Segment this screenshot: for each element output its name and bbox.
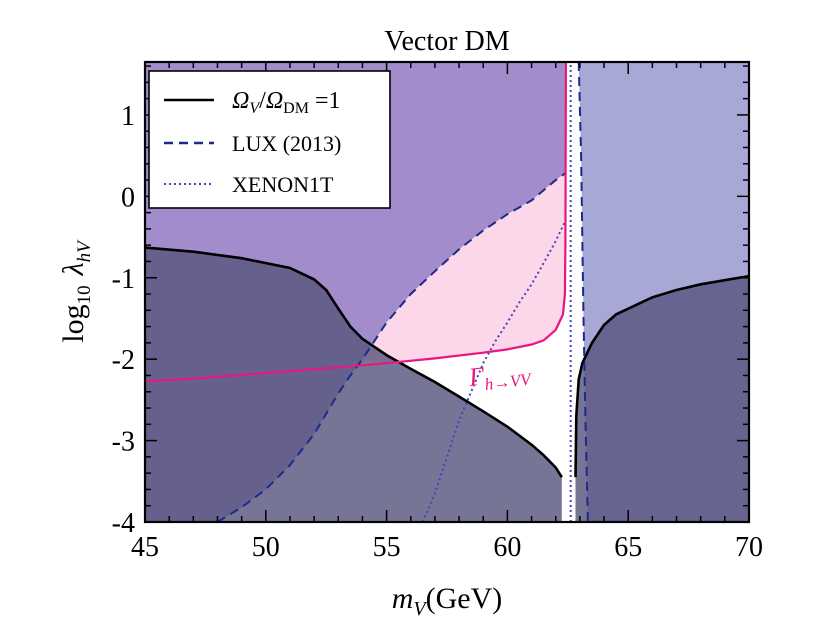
- legend-eq: =1: [309, 88, 341, 114]
- y-axis-label: log10 λhV: [57, 239, 95, 343]
- invisible-width-region: [362, 62, 566, 364]
- relic-curve-left: [145, 246, 563, 478]
- x-axis-label: mV(GeV): [392, 582, 503, 620]
- legend-omega-1: Ω: [232, 88, 249, 114]
- y-tick-label: -1: [112, 264, 135, 295]
- x-tick-label: 65: [614, 532, 642, 563]
- legend-slash: /: [259, 88, 266, 114]
- gamma-annotation: Γh→VV: [466, 355, 534, 396]
- legend-relic-label: ΩV/ΩDM =1: [232, 88, 341, 117]
- legend-box: [148, 70, 391, 209]
- legend-lux-label: LUX (2013): [232, 131, 341, 156]
- relic-curve-right: [574, 274, 749, 478]
- x-label-m: m: [392, 582, 414, 615]
- xenon-curve-left: [421, 220, 567, 522]
- plot-frame: [143, 60, 751, 524]
- y-tick-label: 0: [121, 182, 135, 213]
- y-label-sub10: 10: [74, 285, 95, 304]
- x-tick-label: 45: [131, 532, 159, 563]
- legend-omega-2: Ω: [266, 88, 283, 114]
- y-tick-label: -3: [112, 427, 135, 458]
- y-label-log: log: [57, 304, 90, 342]
- x-tick-label: 50: [252, 532, 280, 563]
- x-tick-label: 60: [493, 532, 521, 563]
- legend-dm-sub: DM: [283, 100, 309, 117]
- y-label-lambda: λ: [57, 262, 90, 276]
- y-tick-label: 1: [121, 101, 135, 132]
- lux-curve-left: [216, 172, 566, 522]
- legend-v-sub: V: [249, 100, 261, 117]
- x-tick-labels: 45 50 55 60 65 70: [131, 532, 763, 563]
- legend: ΩV/ΩDM =1 LUX (2013) XENON1T: [148, 70, 391, 209]
- x-tick-label: 70: [735, 532, 763, 563]
- x-tick-label: 55: [373, 532, 401, 563]
- x-label-sub: V: [413, 598, 428, 620]
- y-tick-label: -2: [112, 345, 135, 376]
- lux-curve-right: [577, 62, 589, 522]
- chart-title: Vector DM: [384, 26, 509, 57]
- x-label-unit: (GeV): [426, 582, 503, 615]
- gamma-symbol: Γ: [466, 361, 486, 392]
- y-tick-labels: -4 -3 -2 -1 0 1: [112, 101, 135, 539]
- y-label-sub-hv: hV: [74, 239, 95, 263]
- overabundant-left-region: [145, 247, 562, 522]
- overabundant-right-region: [575, 276, 749, 522]
- y-tick-label: -4: [112, 508, 135, 539]
- gamma-width-curve: [145, 62, 567, 383]
- legend-xenon-label: XENON1T: [232, 172, 334, 197]
